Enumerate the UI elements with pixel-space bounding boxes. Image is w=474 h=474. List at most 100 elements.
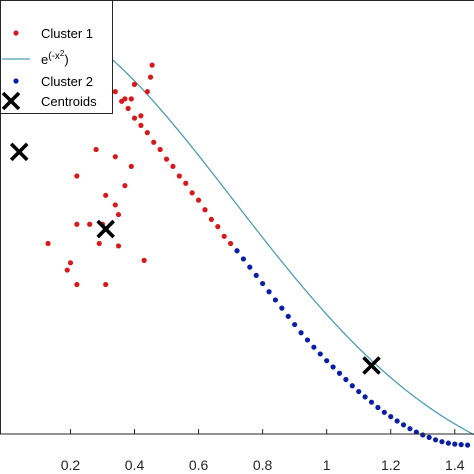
cluster-1-point <box>144 130 150 136</box>
cluster-2-point <box>266 289 272 295</box>
cluster-2-point <box>336 370 343 376</box>
cluster-2-point <box>253 272 259 278</box>
cluster-2-point <box>439 439 445 445</box>
cluster-1-point <box>189 190 195 196</box>
legend-dot-marker <box>13 78 19 84</box>
x-tick-label: 0.2 <box>61 457 81 473</box>
cluster-2-point <box>298 330 304 336</box>
cluster-1-point <box>128 163 134 169</box>
cluster-1-point <box>138 113 144 119</box>
cluster-1-point <box>115 243 122 249</box>
cluster-2-point <box>394 418 400 424</box>
cluster-2-point <box>349 383 355 389</box>
legend: Cluster 1 e(-x2) Cluster 2 Centroids <box>0 0 113 114</box>
cluster-2-point <box>247 264 253 270</box>
legend-label: e(-x2) <box>41 49 69 67</box>
cluster-2-point <box>458 442 464 448</box>
cluster-2-point <box>317 351 323 357</box>
cluster-2-point <box>464 442 471 448</box>
cluster-2-point <box>375 404 381 411</box>
cluster-1-point <box>67 260 74 266</box>
cluster-1-point <box>112 89 118 95</box>
cluster-2-point <box>400 422 407 428</box>
centroid-marker <box>9 142 29 162</box>
cluster-1-point <box>128 96 134 102</box>
cluster-1-point <box>103 281 109 288</box>
cluster-2-point <box>234 248 240 254</box>
legend-label: Cluster 1 <box>41 26 93 41</box>
cluster-1-point <box>122 183 128 189</box>
legend-dot-marker <box>13 30 19 36</box>
legend-entry: e(-x2) <box>2 49 69 67</box>
cluster-2-point <box>452 441 458 447</box>
cluster-2-point <box>420 432 426 438</box>
cluster-2-point <box>272 297 279 303</box>
cluster-1-point <box>45 240 51 247</box>
legend-entry: Centroids <box>1 91 97 111</box>
cluster-1-point <box>112 202 118 208</box>
cluster-1-point <box>215 224 221 230</box>
cluster-1-point <box>112 154 118 160</box>
cluster-2-point <box>292 321 298 328</box>
cluster-2-point <box>432 437 439 443</box>
cluster-2-point <box>343 376 349 383</box>
cluster-1-point <box>147 74 154 80</box>
x-tick-label: 0.4 <box>125 457 145 473</box>
cluster-1-point <box>163 156 170 162</box>
legend-entry: Cluster 2 <box>13 74 93 89</box>
cluster-2-point <box>362 394 368 400</box>
cluster-1-point <box>131 81 138 87</box>
legend-x-marker <box>1 91 21 111</box>
legend-entry: Cluster 1 <box>13 26 93 41</box>
cluster-1-point <box>87 221 93 227</box>
x-tick-label: 1.4 <box>445 457 465 473</box>
cluster-1-point <box>170 163 176 169</box>
cluster-1-point <box>93 146 99 153</box>
cluster-1-point <box>149 62 155 68</box>
cluster-1-point <box>144 89 150 95</box>
cluster-1-point <box>122 96 128 102</box>
cluster-1-point <box>195 197 202 203</box>
cluster-1-point <box>176 173 182 179</box>
cluster-2-point <box>311 344 317 350</box>
cluster-2-point <box>445 440 451 446</box>
centroid-marker <box>96 219 115 239</box>
legend-label: Centroids <box>41 94 97 109</box>
cluster-1-point <box>151 139 157 145</box>
cluster-1-point <box>183 180 189 186</box>
cluster-1-point <box>157 146 163 153</box>
cluster-1-point <box>103 192 109 198</box>
cluster-1-point <box>74 173 80 179</box>
cluster-2-point <box>240 256 247 262</box>
cluster-2-point <box>356 388 362 395</box>
cluster-1-point <box>221 233 227 239</box>
cluster-2-point <box>279 305 285 311</box>
cluster-1-point <box>74 221 80 227</box>
x-tick-label: 1 <box>323 457 331 473</box>
cluster-1-point <box>74 281 80 288</box>
cluster-2-point <box>330 364 336 370</box>
cluster-2-point <box>388 414 394 420</box>
x-tick-label: 1.2 <box>381 457 401 473</box>
cluster-2-point <box>324 358 330 364</box>
cluster-2-point <box>413 429 419 435</box>
cluster-1-point <box>115 211 122 218</box>
cluster-1-point <box>141 257 147 263</box>
cluster-2-point <box>426 434 432 440</box>
x-tick-label: 0.6 <box>189 457 209 473</box>
cluster-2-point <box>368 399 375 405</box>
cluster-1-point <box>227 240 234 247</box>
cluster-1-point <box>208 216 214 223</box>
centroid-marker <box>362 356 381 375</box>
cluster-2-point <box>381 409 387 415</box>
legend-label: Cluster 2 <box>41 74 93 89</box>
x-tick-label: 0.8 <box>253 457 273 473</box>
cluster-1-point <box>64 267 70 273</box>
cluster-2-point <box>407 426 413 432</box>
cluster-2-point <box>260 280 266 287</box>
cluster-1-point <box>125 105 131 112</box>
cluster-1-point <box>96 240 102 247</box>
cluster-2-point <box>285 313 291 319</box>
